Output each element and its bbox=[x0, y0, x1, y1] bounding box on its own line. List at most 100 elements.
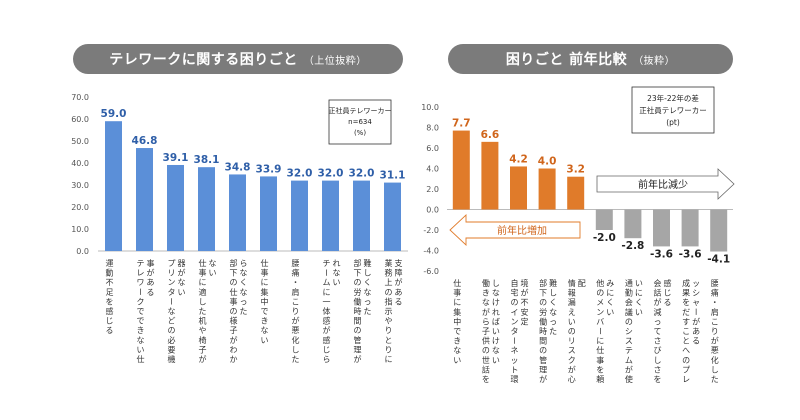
right-bar bbox=[567, 176, 585, 210]
svg-text:の: の bbox=[385, 288, 393, 297]
svg-text:な: な bbox=[209, 259, 217, 268]
svg-text:く: く bbox=[364, 278, 372, 287]
svg-text:他: 他 bbox=[596, 278, 604, 288]
left-chart-title: テレワークに関する困りごと （上位抜粋） bbox=[73, 44, 403, 74]
right-bar-value-label: 4.2 bbox=[509, 153, 528, 165]
svg-text:机: 机 bbox=[199, 316, 207, 326]
svg-text:が: が bbox=[482, 307, 490, 317]
svg-text:不: 不 bbox=[521, 298, 529, 307]
svg-text:の: の bbox=[354, 278, 362, 287]
svg-text:勤: 勤 bbox=[625, 288, 633, 298]
svg-text:る: る bbox=[692, 337, 700, 346]
left-bar-value-label: 46.8 bbox=[132, 135, 158, 147]
svg-text:事: 事 bbox=[596, 355, 604, 365]
svg-text:を: を bbox=[682, 298, 690, 307]
svg-text:く: く bbox=[240, 278, 248, 287]
svg-text:あ: あ bbox=[147, 278, 155, 287]
svg-text:し: し bbox=[492, 279, 500, 288]
left-legend-text: n=634 bbox=[348, 118, 372, 126]
right-chart-title: 困りごと 前年比較 （抜粋） bbox=[448, 44, 733, 74]
svg-text:管: 管 bbox=[354, 335, 362, 345]
svg-text:会: 会 bbox=[625, 297, 633, 307]
svg-text:イ: イ bbox=[511, 308, 519, 317]
svg-text:足: 足 bbox=[106, 288, 114, 297]
right-ytick-label: -2.0 bbox=[423, 226, 439, 235]
svg-text:す: す bbox=[682, 317, 690, 326]
left-legend-text: (%) bbox=[354, 129, 366, 137]
left-bar bbox=[291, 180, 308, 251]
svg-text:れ: れ bbox=[333, 259, 341, 268]
svg-text:る: る bbox=[395, 297, 403, 306]
right-bar-value-label: -4.1 bbox=[707, 254, 730, 266]
left-bar bbox=[136, 148, 153, 251]
svg-text:環: 環 bbox=[511, 375, 519, 384]
svg-text:い: い bbox=[178, 288, 186, 297]
right-legend-text: 23年-22年の差 bbox=[647, 93, 699, 103]
svg-text:チ: チ bbox=[323, 259, 331, 268]
svg-text:な: な bbox=[453, 346, 461, 355]
svg-text:ャ: ャ bbox=[692, 298, 700, 307]
svg-text:シ: シ bbox=[692, 289, 700, 298]
svg-text:テ: テ bbox=[137, 259, 145, 268]
left-bar bbox=[105, 121, 122, 251]
svg-text:い: い bbox=[606, 308, 614, 317]
svg-text:の: の bbox=[511, 298, 519, 307]
svg-text:っ: っ bbox=[364, 297, 372, 306]
left-ytick-label: 0.0 bbox=[76, 247, 89, 256]
svg-text:労: 労 bbox=[354, 287, 362, 297]
svg-text:の: の bbox=[596, 289, 604, 298]
svg-text:ム: ム bbox=[323, 278, 331, 287]
svg-text:中: 中 bbox=[261, 296, 269, 306]
svg-text:痛: 痛 bbox=[292, 268, 300, 278]
right-chart-subtitle: （抜粋） bbox=[633, 55, 676, 67]
left-ytick-label: 20.0 bbox=[71, 203, 89, 212]
svg-text:た: た bbox=[364, 307, 372, 316]
svg-text:あ: あ bbox=[692, 327, 700, 336]
svg-text:部: 部 bbox=[230, 258, 238, 268]
svg-text:ー: ー bbox=[595, 327, 604, 335]
svg-text:く: く bbox=[549, 298, 557, 307]
svg-text:ム: ム bbox=[625, 356, 633, 365]
svg-text:・: ・ bbox=[292, 278, 300, 287]
svg-text:な: な bbox=[168, 307, 176, 316]
svg-text:に: に bbox=[606, 289, 614, 298]
right-bar-value-label: 6.6 bbox=[481, 129, 500, 141]
right-bar-value-label: 3.2 bbox=[566, 164, 585, 176]
svg-text:で: で bbox=[137, 307, 145, 316]
svg-text:な: な bbox=[333, 269, 341, 278]
svg-text:リ: リ bbox=[568, 337, 576, 346]
svg-text:ッ: ッ bbox=[511, 356, 519, 365]
right-ytick-label: 4.0 bbox=[426, 165, 439, 174]
svg-text:っ: っ bbox=[654, 317, 662, 326]
svg-text:の: の bbox=[354, 326, 362, 335]
svg-text:ト: ト bbox=[511, 365, 519, 374]
svg-text:肩: 肩 bbox=[711, 307, 719, 317]
right-ytick-label: 0.0 bbox=[426, 206, 439, 215]
svg-text:と: と bbox=[385, 336, 393, 345]
svg-text:く: く bbox=[606, 298, 614, 307]
svg-text:ら: ら bbox=[240, 259, 248, 268]
svg-text:に: に bbox=[453, 298, 461, 307]
svg-text:な: な bbox=[492, 346, 500, 355]
svg-text:話: 話 bbox=[482, 364, 490, 374]
svg-text:難: 難 bbox=[364, 258, 372, 268]
svg-text:集: 集 bbox=[453, 307, 461, 317]
svg-text:き: き bbox=[137, 326, 145, 335]
svg-text:レ: レ bbox=[682, 375, 690, 384]
svg-text:わ: わ bbox=[230, 345, 238, 354]
svg-text:働: 働 bbox=[354, 296, 362, 306]
svg-text:だ: だ bbox=[682, 308, 690, 317]
svg-text:自: 自 bbox=[511, 278, 519, 288]
svg-text:示: 示 bbox=[385, 307, 393, 316]
svg-text:腰: 腰 bbox=[711, 279, 719, 288]
svg-text:障: 障 bbox=[395, 268, 403, 278]
left-bar-value-label: 31.1 bbox=[380, 170, 406, 182]
svg-text:指: 指 bbox=[385, 296, 393, 306]
svg-text:れ: れ bbox=[492, 308, 500, 317]
svg-text:仕: 仕 bbox=[596, 345, 604, 355]
